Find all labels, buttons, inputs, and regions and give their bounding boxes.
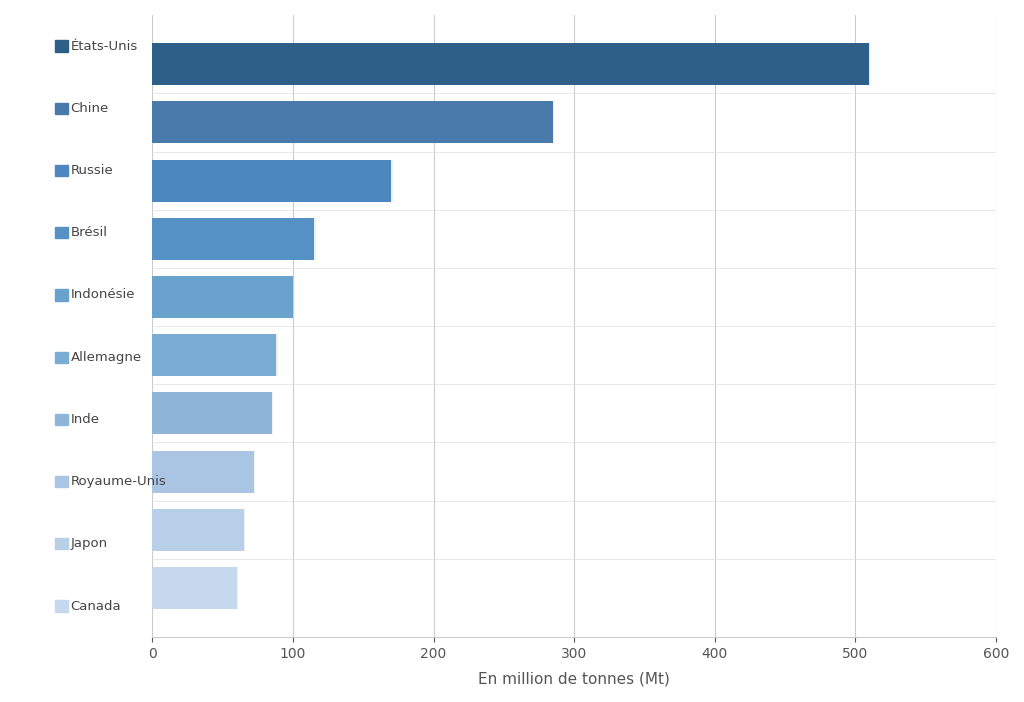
Bar	[153, 392, 272, 435]
Bar	[153, 102, 553, 143]
Text: Allemagne: Allemagne	[71, 351, 141, 364]
Bar	[153, 567, 237, 609]
Bar	[154, 509, 246, 550]
Bar	[153, 218, 314, 260]
Text: Brésil: Brésil	[71, 226, 108, 239]
Bar	[153, 509, 244, 550]
Bar	[154, 451, 255, 493]
Bar	[154, 334, 278, 376]
Text: États-Unis: États-Unis	[71, 39, 138, 53]
Bar	[153, 334, 276, 376]
Text: Japon: Japon	[71, 537, 108, 550]
Bar	[154, 218, 315, 260]
Bar	[154, 159, 393, 201]
Bar	[154, 392, 273, 435]
Text: Canada: Canada	[71, 600, 121, 613]
Bar	[153, 392, 272, 435]
Bar	[154, 276, 295, 318]
Text: Indonésie: Indonésie	[71, 289, 135, 301]
Bar	[154, 44, 870, 85]
Text: Chine: Chine	[71, 102, 109, 115]
Bar	[153, 102, 553, 143]
Bar	[153, 451, 254, 493]
Bar	[154, 102, 554, 143]
Bar	[153, 567, 237, 609]
Bar	[153, 218, 314, 260]
Bar	[153, 159, 391, 201]
Bar	[153, 276, 293, 318]
Bar	[153, 451, 254, 493]
Bar	[153, 44, 869, 85]
Text: Inde: Inde	[71, 413, 99, 426]
Bar	[153, 44, 869, 85]
X-axis label: En million de tonnes (Mt): En million de tonnes (Mt)	[478, 672, 670, 687]
Bar	[153, 334, 276, 376]
Text: Russie: Russie	[71, 164, 114, 177]
Bar	[153, 159, 391, 201]
Bar	[154, 567, 239, 609]
Text: Royaume-Unis: Royaume-Unis	[71, 475, 166, 488]
Bar	[153, 509, 244, 550]
Bar	[153, 276, 293, 318]
